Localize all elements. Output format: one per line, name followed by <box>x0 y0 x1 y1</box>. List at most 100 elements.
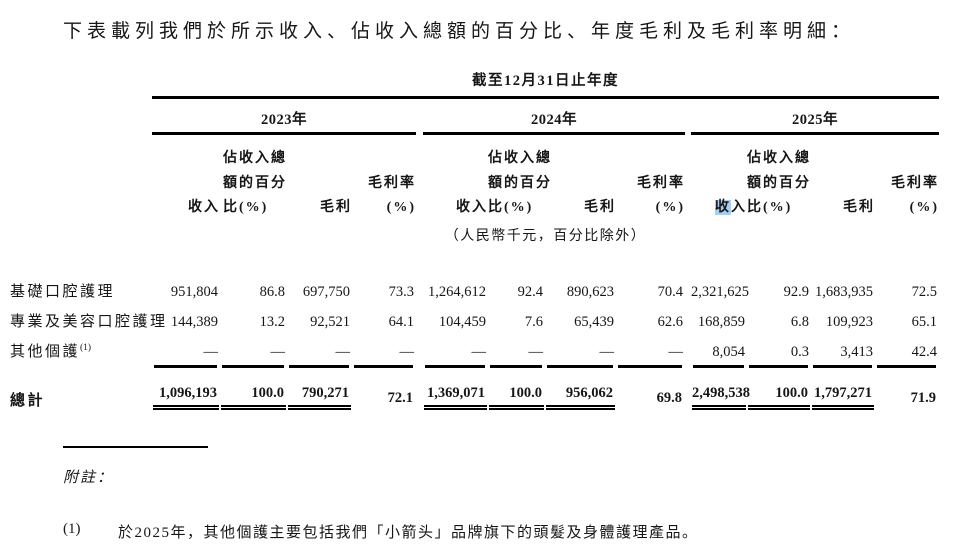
value-cell: — <box>399 343 415 360</box>
value-cell: — <box>668 343 684 360</box>
total-row: 總計 1,096,193 100.0 790,271 72.1 1,369,07… <box>10 368 939 410</box>
value-cell: 1,683,935 <box>815 283 873 300</box>
value-cell: 73.3 <box>388 283 414 300</box>
value-cell: — <box>335 343 351 360</box>
table-row-professional-beauty-oral-care: 專業及美容口腔護理 144,389 13.2 92,521 64.1 104,4… <box>10 301 939 331</box>
total-value: 790,271 <box>287 368 352 410</box>
total-value: 100.0 <box>220 368 287 410</box>
segment-divider <box>875 361 939 368</box>
spacer <box>416 331 423 361</box>
total-value: 72.1 <box>387 389 413 406</box>
total-value: 1,369,071 <box>423 368 488 410</box>
row-label: 專業及美容口腔護理 <box>10 313 168 330</box>
col-header-margin-2023: 毛利率 (%) <box>368 175 416 216</box>
col-header-pct-2025: 佔收入總 額的百分 比(%) <box>747 151 811 215</box>
period-header-row: 截至12月31日止年度 <box>10 69 939 99</box>
row-label: 其他個護(1) <box>10 342 92 360</box>
subtotal-rule-row <box>10 361 939 368</box>
value-cell: 109,923 <box>825 313 873 330</box>
segment-divider <box>691 361 747 368</box>
footnote-divider <box>63 445 208 448</box>
total-value: 956,062 <box>545 368 616 410</box>
value-cell: 92,521 <box>310 313 350 330</box>
col-header-revenue-2025: 收入 <box>715 200 747 215</box>
value-cell: — <box>203 343 219 360</box>
year-header-2024: 2024年 <box>423 97 685 135</box>
footnotes-section: 附註： (1) 於2025年，其他個護主要包括我們「小箭头」品牌旗下的頭髮及身體… <box>63 445 959 542</box>
value-cell: 144,389 <box>170 313 218 330</box>
total-label: 總計 <box>10 392 46 409</box>
value-cell: 1,264,612 <box>428 283 486 300</box>
col-header-gross-profit-2025: 毛利 <box>843 200 875 215</box>
value-cell: — <box>270 343 286 360</box>
spacer <box>416 361 423 368</box>
value-cell: 92.4 <box>517 283 543 300</box>
table-row-other-personal-care: 其他個護(1) — — — — — — — — 8,054 0.3 3,413 … <box>10 331 939 361</box>
year-header-row: 2023年 2024年 2025年 <box>10 97 939 135</box>
spacer <box>416 271 423 301</box>
spacer <box>10 134 152 221</box>
col-header-pct-2023: 佔收入總 額的百分 比(%) <box>223 151 287 215</box>
segment-divider <box>423 361 488 368</box>
financial-table: 截至12月31日止年度 2023年 2024年 2025年 收入 佔收入總 額的百… <box>10 69 939 410</box>
value-cell: 86.8 <box>259 283 285 300</box>
segment-divider <box>545 361 616 368</box>
value-cell: 890,623 <box>566 283 614 300</box>
intro-paragraph: 下表載列我們於所示收入、佔收入總額的百分比、年度毛利及毛利率明細： <box>63 21 856 42</box>
spacer-row <box>10 245 939 271</box>
value-cell: 0.3 <box>790 343 809 360</box>
segment-divider <box>488 361 545 368</box>
note-text: 於2025年，其他個護主要包括我們「小箭头」品牌旗下的頭髮及身體護理產品。 <box>118 524 699 541</box>
segment-divider <box>616 361 685 368</box>
value-cell: 64.1 <box>388 313 414 330</box>
spacer <box>10 69 152 98</box>
col-header-margin-2024: 毛利率 (%) <box>637 175 685 216</box>
col-header-revenue-2024: 收入 <box>456 200 488 215</box>
unit-note: （人民幣千元，百分比除外） <box>444 228 647 244</box>
segment-divider <box>352 361 416 368</box>
row-label: 基礎口腔護理 <box>10 283 116 300</box>
value-cell: 6.8 <box>790 313 809 330</box>
segment-divider <box>152 361 220 368</box>
spacer <box>10 98 152 134</box>
total-value: 69.8 <box>656 389 682 406</box>
notes-heading: 附註： <box>63 469 115 486</box>
value-cell: — <box>471 343 487 360</box>
value-cell: 7.6 <box>524 313 543 330</box>
value-cell: 65.1 <box>911 313 937 330</box>
unit-note-row: （人民幣千元，百分比除外） <box>10 221 939 245</box>
spacer <box>10 221 152 245</box>
note-item: (1) 於2025年，其他個護主要包括我們「小箭头」品牌旗下的頭髮及身體護理產品… <box>63 521 959 542</box>
segment-divider <box>220 361 287 368</box>
value-cell: 168,859 <box>697 313 745 330</box>
value-cell: — <box>599 343 615 360</box>
total-value: 1,797,271 <box>811 368 875 410</box>
total-value: 100.0 <box>747 368 811 410</box>
year-header-2025: 2025年 <box>691 97 939 135</box>
value-cell: 104,459 <box>438 313 486 330</box>
segment-divider <box>747 361 811 368</box>
spacer <box>416 134 423 221</box>
period-header: 截至12月31日止年度 <box>152 69 939 99</box>
value-cell: 3,413 <box>840 343 873 360</box>
value-cell: 2,321,625 <box>691 283 749 300</box>
footnote-marker: (1) <box>80 342 92 353</box>
spacer <box>10 361 152 368</box>
total-value: 2,498,538 <box>691 368 750 410</box>
spacer <box>416 98 423 134</box>
value-cell: 62.6 <box>657 313 683 330</box>
spacer <box>416 301 423 331</box>
value-cell: 92.9 <box>783 283 809 300</box>
col-header-margin-2025: 毛利率 (%) <box>891 175 939 216</box>
col-header-gross-profit-2023: 毛利 <box>320 200 352 215</box>
value-cell: — <box>528 343 544 360</box>
spacer <box>416 368 423 410</box>
selection-highlight: 收 <box>715 200 731 215</box>
value-cell: 951,804 <box>170 283 218 300</box>
total-value: 71.9 <box>910 389 936 406</box>
segment-divider <box>811 361 875 368</box>
value-cell: 697,750 <box>302 283 350 300</box>
value-cell: 72.5 <box>911 283 937 300</box>
col-header-gross-profit-2024: 毛利 <box>584 200 616 215</box>
value-cell: 13.2 <box>259 313 285 330</box>
